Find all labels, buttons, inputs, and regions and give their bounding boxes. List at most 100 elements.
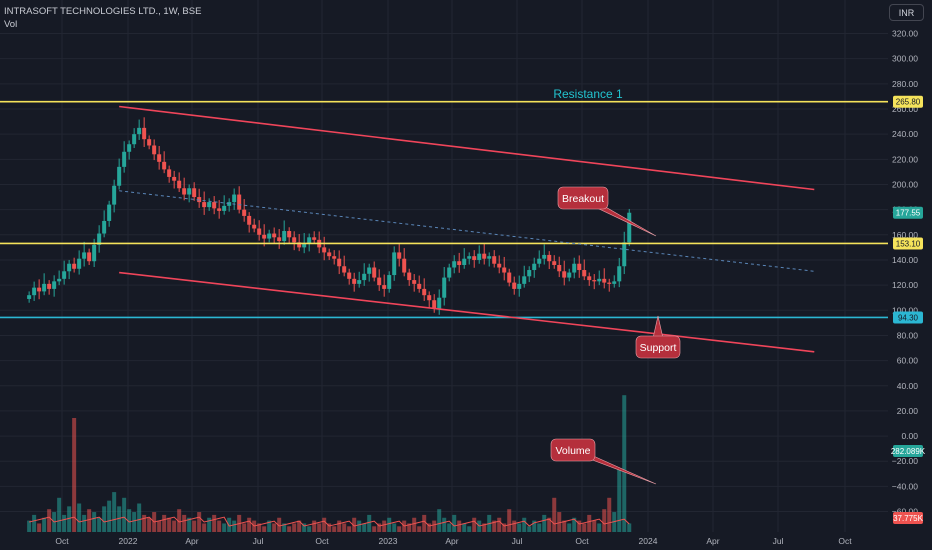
- time-tick-label: Apr: [706, 536, 719, 546]
- price-tick-label: 60.00: [897, 356, 919, 366]
- volume-indicator-label[interactable]: Vol: [4, 19, 18, 30]
- volume-bar: [492, 520, 497, 532]
- candle-body: [402, 258, 407, 273]
- price-badge: [893, 95, 923, 108]
- volume-bar: [317, 523, 322, 532]
- candle-body: [277, 237, 282, 242]
- volume-bar: [292, 523, 297, 532]
- volume-bar: [342, 523, 347, 532]
- price-tick-label: 40.00: [897, 381, 919, 391]
- candle-body: [542, 254, 547, 259]
- volume-bar: [242, 523, 247, 532]
- volume-bar: [282, 523, 287, 532]
- volume-bar: [327, 523, 332, 532]
- price-badge-label: 153.10: [896, 239, 921, 248]
- volume-bar: [77, 503, 82, 532]
- volume-bar: [397, 526, 402, 532]
- candle-body: [627, 212, 632, 243]
- volume-bar: [442, 517, 447, 532]
- volume-bar: [562, 520, 567, 532]
- channel-lower-line: [119, 271, 815, 353]
- candle-body: [532, 263, 537, 271]
- volume-bar: [222, 523, 227, 532]
- candle-body: [297, 242, 302, 248]
- candle-body: [307, 237, 312, 244]
- candle-body: [102, 220, 107, 234]
- time-tick-label: Apr: [445, 536, 458, 546]
- candle-body: [177, 180, 182, 189]
- candle-body: [352, 278, 357, 284]
- volume-bar: [452, 514, 457, 532]
- candle-body: [502, 267, 507, 273]
- volume-bar: [197, 512, 202, 532]
- candle-body: [442, 277, 447, 298]
- candle-body: [322, 247, 327, 253]
- volume-bar: [262, 526, 267, 532]
- volume-bar: [552, 497, 557, 532]
- candle-body: [147, 139, 152, 146]
- volume-bar: [157, 520, 162, 532]
- candle-body: [327, 252, 332, 257]
- volume-bar: [527, 526, 532, 532]
- candle-body: [182, 188, 187, 195]
- volume-bar: [537, 523, 542, 532]
- volume-bar: [32, 514, 37, 532]
- volume-bar: [502, 523, 507, 532]
- candle-body: [557, 264, 562, 272]
- candle-body: [607, 282, 612, 284]
- volume-bar: [257, 523, 262, 532]
- candle-body: [392, 252, 397, 276]
- volume-bar: [92, 512, 97, 532]
- candle-body: [507, 272, 512, 283]
- time-axis[interactable]: Oct 2022 Apr Jul Oct 2023 Apr Jul Oct 2024 Apr Jul O…: [55, 536, 852, 546]
- volume-bar: [97, 517, 102, 532]
- candle-body: [497, 263, 502, 268]
- candle-body: [42, 283, 47, 292]
- candle-body: [267, 233, 272, 239]
- volume-bar: [557, 512, 562, 532]
- candle-body: [287, 231, 292, 238]
- candle-body: [107, 204, 112, 221]
- price-tick-label: −60.00: [892, 507, 919, 517]
- volume-bar: [357, 520, 362, 532]
- price-badge: [893, 445, 923, 457]
- volume-bar: [232, 520, 237, 532]
- candle-body: [457, 261, 462, 265]
- volume-bar: [407, 523, 412, 532]
- volume-bar: [522, 517, 527, 532]
- candle-body: [537, 258, 542, 264]
- candle-body: [247, 215, 252, 225]
- candle-body: [522, 276, 527, 284]
- price-tick-label: 260.00: [892, 104, 918, 114]
- candle-body: [382, 285, 387, 289]
- time-tick-label: 2022: [119, 536, 138, 546]
- candle-body: [282, 231, 287, 242]
- candle-body: [117, 166, 122, 186]
- volume-bar: [592, 520, 597, 532]
- candle-body: [387, 275, 392, 289]
- candle-body: [472, 256, 477, 260]
- candle-body: [427, 295, 432, 301]
- volume-bar: [307, 526, 312, 532]
- volume-bars: [27, 395, 632, 532]
- candle-body: [132, 134, 137, 145]
- volume-bar: [377, 523, 382, 532]
- volume-bar: [627, 523, 632, 532]
- volume-bar: [617, 469, 622, 532]
- candle-body: [372, 267, 377, 278]
- volume-bar: [192, 520, 197, 532]
- candle-body: [517, 283, 522, 289]
- volume-bar: [297, 520, 302, 532]
- candle-body: [72, 263, 77, 269]
- candle-body: [27, 295, 32, 299]
- candle-body: [407, 272, 412, 281]
- volume-bar: [387, 517, 392, 532]
- candle-body: [292, 237, 297, 243]
- candle-body: [52, 281, 57, 289]
- candle-body: [217, 208, 222, 211]
- currency-button[interactable]: INR: [889, 4, 924, 21]
- volume-bar: [217, 520, 222, 532]
- price-tick-label: 240.00: [892, 129, 918, 139]
- price-axis[interactable]: 320.00 300.00 280.00 260.00 240.00 220.00 200.…: [888, 0, 932, 550]
